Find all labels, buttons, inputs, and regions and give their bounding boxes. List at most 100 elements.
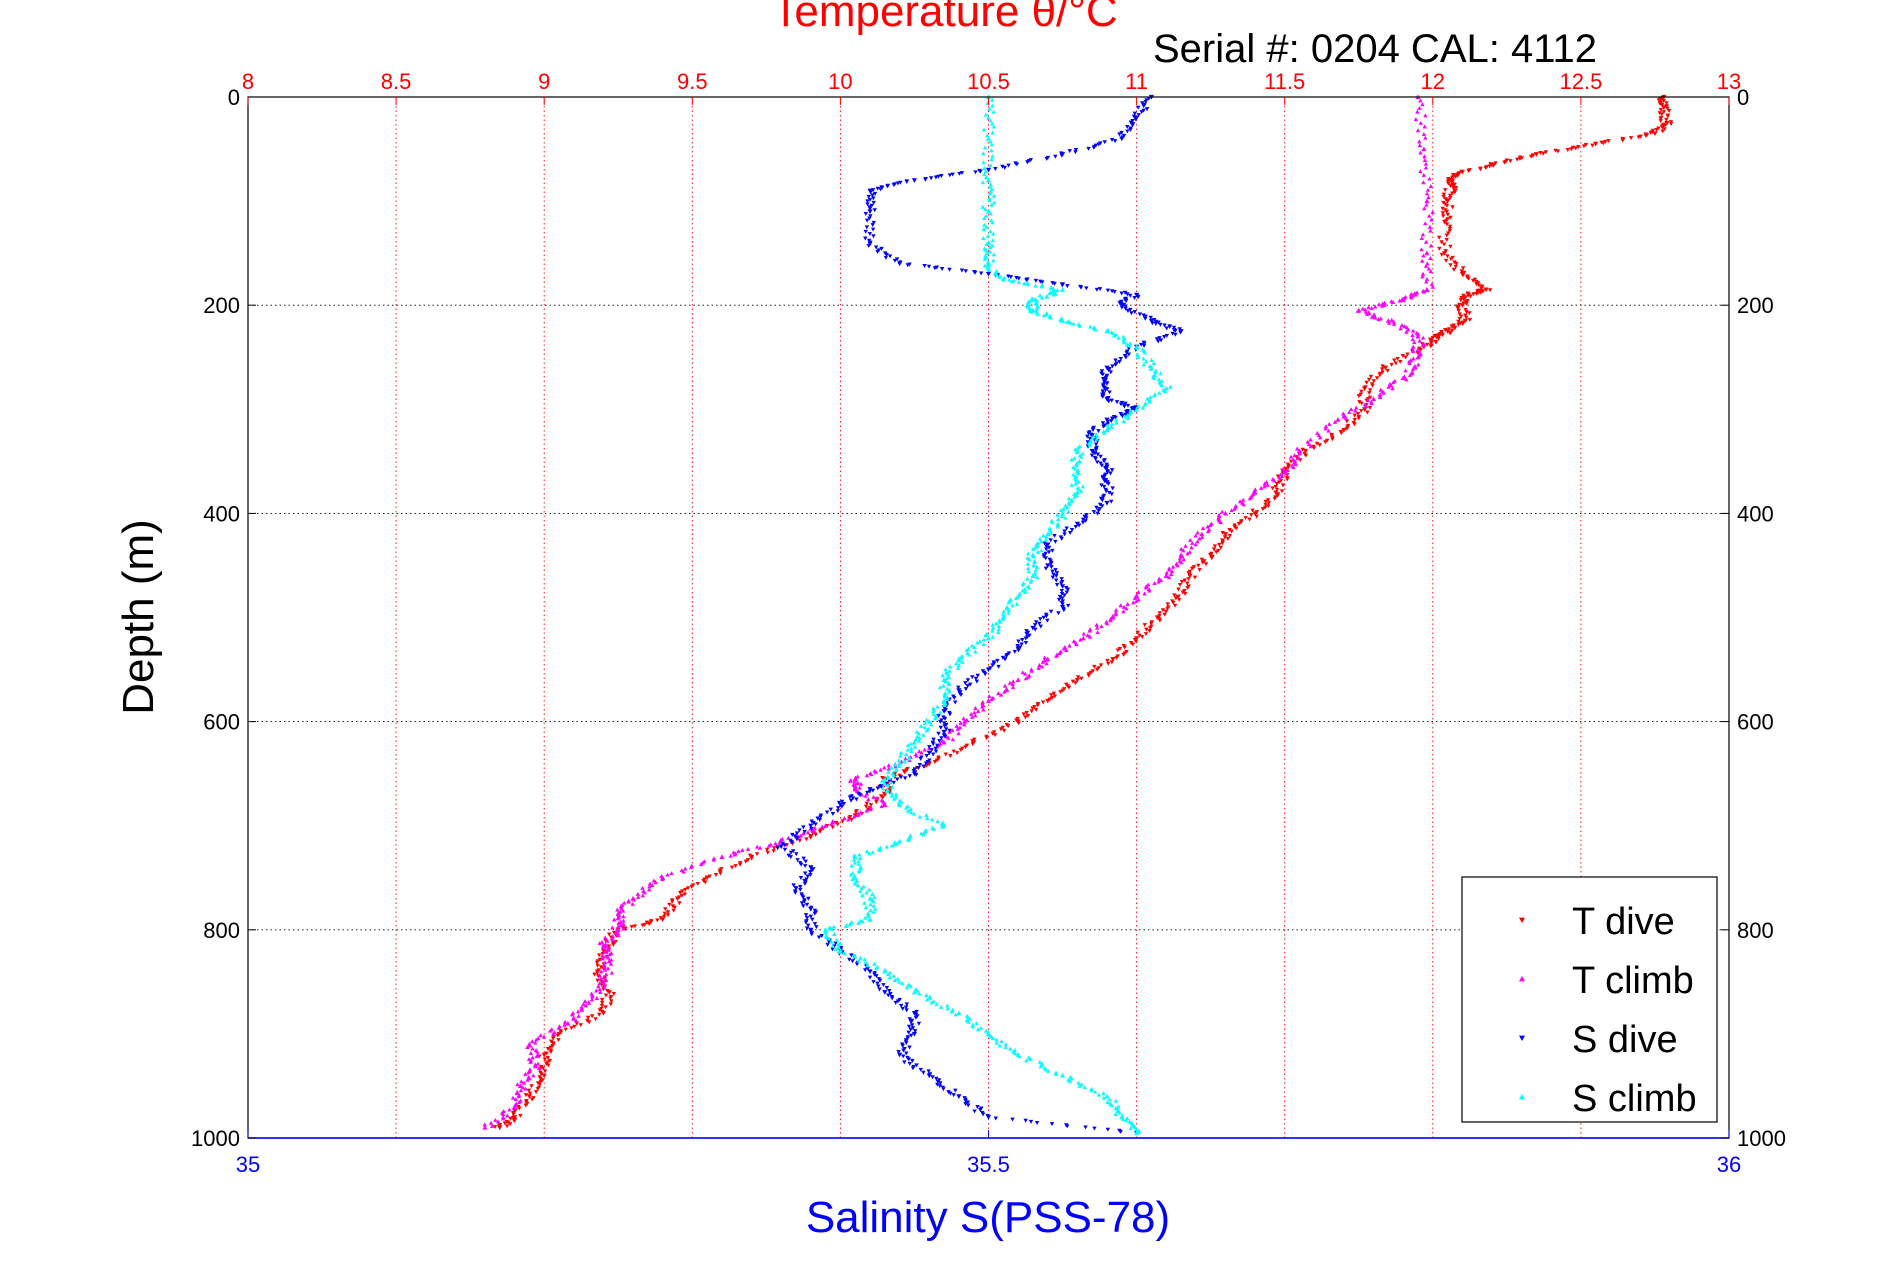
data-point — [1076, 523, 1082, 528]
data-point — [1074, 493, 1080, 498]
data-point — [946, 674, 952, 679]
data-point — [930, 1075, 935, 1080]
data-point — [518, 1113, 523, 1118]
data-point — [782, 843, 787, 848]
data-point — [866, 194, 871, 199]
data-point — [603, 938, 608, 943]
data-point — [854, 962, 860, 967]
data-point — [864, 808, 869, 813]
data-point — [685, 886, 691, 891]
data-point — [1093, 442, 1099, 447]
data-point — [688, 865, 694, 870]
data-point — [926, 1073, 932, 1079]
data-point — [1000, 655, 1006, 660]
data-point — [941, 729, 947, 735]
data-point — [1451, 267, 1457, 272]
legend-marker — [1519, 917, 1525, 923]
data-point — [1092, 1089, 1098, 1094]
data-point — [497, 1125, 503, 1131]
data-point — [987, 229, 993, 234]
data-point — [986, 115, 991, 120]
data-point — [1021, 712, 1026, 717]
data-point — [833, 946, 839, 951]
data-point — [1143, 99, 1148, 104]
data-point — [1074, 642, 1079, 647]
data-point — [1035, 549, 1041, 554]
data-point — [1034, 564, 1040, 569]
data-point — [958, 720, 963, 725]
data-point — [865, 966, 870, 971]
data-point — [605, 966, 611, 971]
data-point — [1033, 283, 1038, 288]
data-point — [937, 1084, 943, 1089]
data-point — [891, 796, 897, 801]
data-point — [1302, 448, 1309, 454]
data-point — [953, 1088, 958, 1093]
temp-tick-label: 12 — [1421, 69, 1445, 94]
data-point — [1016, 648, 1021, 653]
data-point — [1099, 463, 1105, 468]
data-point — [1440, 206, 1445, 211]
data-point — [1072, 466, 1078, 471]
data-point — [1044, 544, 1049, 549]
data-point — [1092, 664, 1097, 669]
data-point — [1460, 273, 1466, 278]
data-point — [948, 754, 953, 759]
data-point — [1099, 624, 1104, 629]
data-point — [757, 845, 763, 850]
data-point — [990, 103, 995, 108]
data-point — [840, 819, 845, 824]
data-point — [892, 842, 898, 847]
data-point — [1075, 445, 1081, 450]
data-point — [864, 225, 870, 230]
data-point — [597, 940, 602, 945]
data-point — [1273, 490, 1279, 496]
data-point — [1569, 147, 1574, 152]
data-point — [1620, 138, 1625, 143]
data-point — [996, 274, 1002, 279]
data-point — [565, 1020, 571, 1026]
data-point — [1093, 327, 1098, 332]
data-point — [1114, 420, 1119, 425]
data-point — [932, 716, 938, 721]
data-point — [975, 673, 980, 678]
data-point — [539, 1072, 544, 1077]
data-point — [1105, 420, 1111, 425]
data-point — [898, 775, 904, 780]
data-point — [973, 170, 978, 175]
data-point — [1460, 170, 1465, 175]
data-point — [968, 682, 973, 687]
data-point — [1069, 1076, 1074, 1081]
data-point — [1459, 303, 1466, 308]
data-point — [1023, 715, 1028, 720]
data-point — [598, 969, 604, 974]
data-point — [1265, 498, 1271, 503]
data-point — [1157, 390, 1162, 395]
data-point — [1422, 206, 1427, 211]
data-point — [1023, 641, 1029, 645]
data-point — [597, 987, 602, 992]
data-point — [574, 1021, 580, 1026]
data-point — [545, 1055, 551, 1060]
data-point — [1143, 632, 1149, 637]
data-point — [1421, 180, 1426, 185]
legend-label: S climb — [1572, 1078, 1697, 1120]
data-point — [603, 944, 609, 949]
data-point — [793, 886, 799, 891]
data-point — [1129, 311, 1134, 316]
data-point — [802, 881, 808, 886]
data-point — [1373, 315, 1378, 320]
data-point — [1039, 664, 1045, 669]
data-point — [764, 847, 770, 852]
data-point — [899, 799, 904, 804]
data-point — [1069, 457, 1074, 462]
data-point — [1428, 256, 1433, 261]
data-point — [1427, 224, 1433, 229]
data-point — [1457, 316, 1462, 321]
data-point — [1051, 691, 1057, 696]
data-point — [893, 1000, 898, 1005]
data-point — [523, 1093, 529, 1098]
data-point — [895, 999, 901, 1004]
data-point — [595, 978, 600, 983]
data-point — [884, 252, 889, 257]
